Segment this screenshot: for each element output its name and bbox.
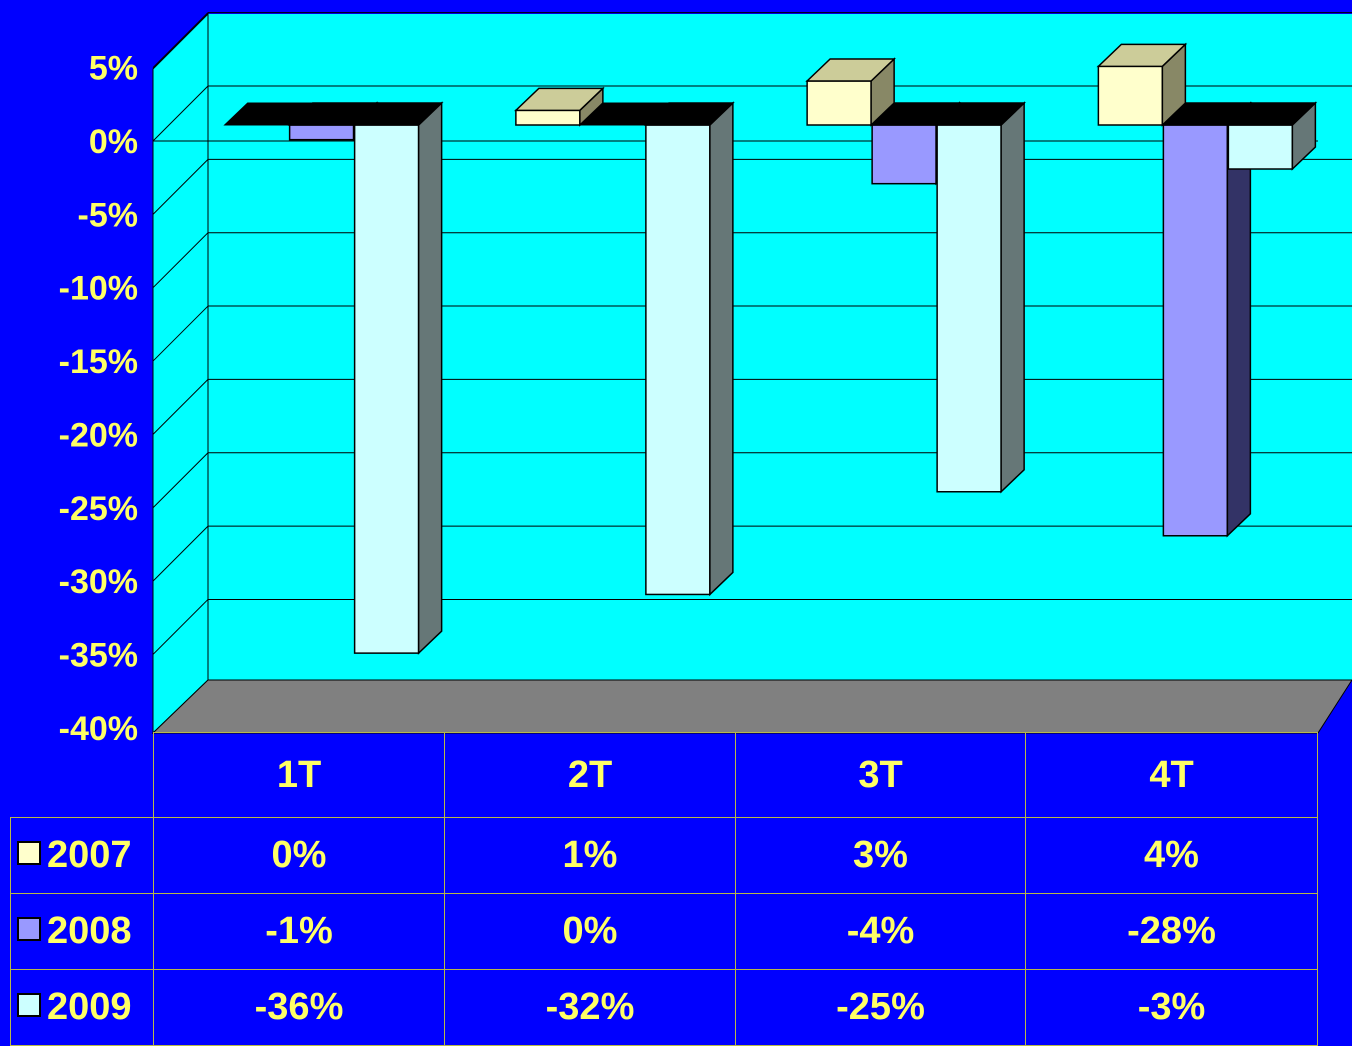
bar — [644, 101, 735, 597]
bar-top — [805, 58, 896, 82]
bar-face — [288, 124, 355, 141]
table-row-2007: 2007 0% 1% 3% 4% — [10, 817, 1318, 894]
y-tick-label: -35% — [59, 636, 138, 674]
gridline-depth — [152, 599, 209, 655]
data-cell: -32% — [444, 969, 736, 1046]
y-tick-label: 5% — [89, 50, 138, 88]
y-tick-label: -15% — [59, 343, 138, 381]
data-cell: -28% — [1025, 893, 1318, 970]
bar-top — [1096, 43, 1188, 68]
bar-face — [871, 124, 937, 185]
bar — [514, 86, 605, 127]
bar-side — [1000, 101, 1025, 494]
y-tick-labels: 5% 0% -5% -10% -15% -20% -25% -30% -35% -40% — [59, 50, 138, 748]
bar-face — [1162, 124, 1229, 537]
gridline-depth — [152, 232, 209, 289]
series-label: 2007 — [10, 817, 154, 894]
series-name: 2009 — [47, 986, 132, 1028]
gridline-depth — [152, 379, 209, 435]
bar — [935, 101, 1026, 494]
data-cell: -25% — [735, 969, 1026, 1046]
table-row-2008: 2008 -1% 0% -4% -28% — [10, 893, 1318, 970]
y-tick-label: -30% — [59, 563, 138, 601]
category-label: 2T — [444, 732, 736, 818]
data-cell: 0% — [153, 817, 445, 894]
legend-key-2007 — [17, 840, 41, 865]
bar — [352, 101, 444, 655]
y-tick-label: -40% — [59, 710, 138, 748]
bar-top — [352, 102, 444, 126]
table-row-2009: 2009 -36% -32% -25% -3% — [10, 969, 1318, 1046]
bar-side — [417, 101, 443, 655]
bar — [805, 57, 896, 127]
y-tick-label: -25% — [59, 490, 138, 528]
category-label: 3T — [735, 732, 1026, 818]
bar-side — [709, 101, 734, 597]
bar-face — [353, 124, 420, 654]
bar — [1161, 101, 1253, 538]
bar-face — [515, 109, 581, 126]
bar-top — [935, 102, 1026, 126]
data-cell: 4% — [1025, 817, 1318, 894]
gridline-depth — [152, 525, 209, 582]
data-table: 1T 2T 3T 4T 2007 0% 1% 3% 4% 2008 -1% 0%… — [10, 732, 1318, 1046]
gridline-depth — [152, 305, 209, 362]
data-cell: 1% — [444, 817, 736, 894]
legend-key-2009 — [17, 992, 41, 1017]
gridline-depth — [152, 452, 209, 509]
category-label: 4T — [1025, 732, 1318, 818]
bar — [1096, 42, 1188, 127]
bar-top — [644, 102, 735, 126]
gridline-depth — [152, 158, 209, 215]
y-tick-label: -20% — [59, 416, 138, 454]
legend-key-2008 — [17, 916, 41, 941]
bar-top — [514, 87, 605, 112]
table-corner — [11, 733, 154, 818]
series-name: 2007 — [47, 834, 132, 876]
category-label: 1T — [153, 732, 445, 818]
data-cell: -4% — [735, 893, 1026, 970]
gridline-depth — [152, 12, 209, 69]
bars — [223, 42, 1318, 655]
data-cell: -1% — [153, 893, 445, 970]
series-name: 2008 — [47, 910, 132, 952]
side-wall — [152, 12, 209, 735]
data-cell: 3% — [735, 817, 1026, 894]
bar-face — [806, 80, 872, 126]
y-tick-label: -5% — [78, 196, 138, 234]
series-label: 2009 — [10, 969, 154, 1046]
floor — [151, 679, 1352, 734]
bar-face — [1227, 124, 1294, 170]
back-wall — [208, 14, 1352, 680]
bar-face — [936, 124, 1002, 493]
bar — [1226, 101, 1318, 171]
bar-top — [1226, 102, 1318, 126]
series-label: 2008 — [10, 893, 154, 970]
y-tick-label: 0% — [89, 123, 138, 161]
table-header-row: 1T 2T 3T 4T — [11, 732, 1318, 818]
gridline-depth — [152, 85, 209, 142]
chart-walls — [151, 12, 1352, 735]
bar-face — [1097, 65, 1164, 126]
data-cell: -3% — [1025, 969, 1318, 1046]
bar-face — [645, 124, 711, 596]
y-tick-label: -10% — [59, 270, 138, 308]
data-cell: -36% — [153, 969, 445, 1046]
data-cell: 0% — [444, 893, 736, 970]
